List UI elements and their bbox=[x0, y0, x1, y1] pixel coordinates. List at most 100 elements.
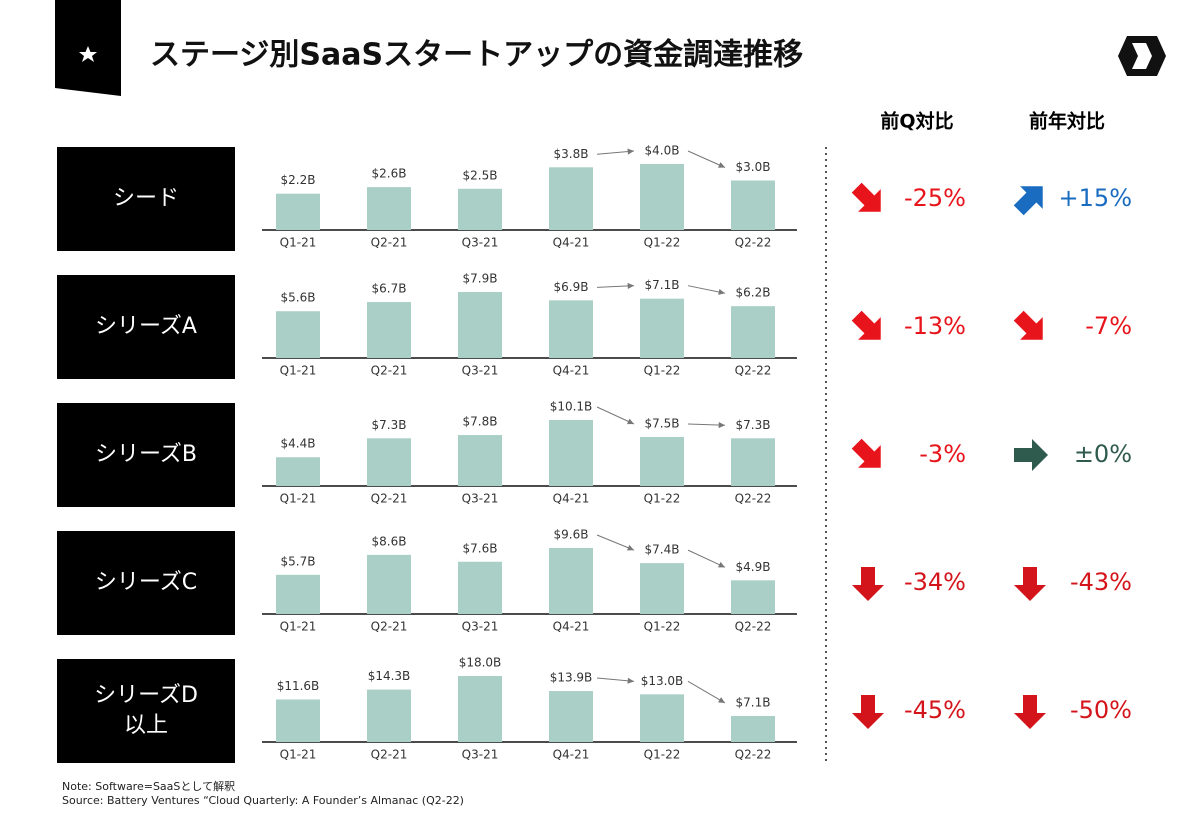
qoq-arrow bbox=[852, 695, 884, 729]
value-label: $7.3B bbox=[372, 418, 407, 432]
value-label: $14.3B bbox=[368, 669, 411, 683]
x-tick-label: Q1-22 bbox=[644, 620, 681, 634]
x-tick-label: Q2-21 bbox=[371, 236, 408, 250]
value-label: $13.9B bbox=[550, 671, 593, 685]
value-label: $7.5B bbox=[645, 416, 680, 430]
stage-box bbox=[57, 147, 235, 251]
trend-arrowhead bbox=[718, 162, 725, 168]
trend-arrowhead bbox=[718, 288, 725, 295]
trend-arrowhead bbox=[627, 677, 634, 684]
value-label: $7.1B bbox=[736, 695, 771, 709]
bar bbox=[367, 302, 411, 358]
stage-label: シリーズB bbox=[95, 442, 197, 467]
x-tick-label: Q2-21 bbox=[371, 620, 408, 634]
x-tick-label: Q4-21 bbox=[553, 748, 590, 762]
value-label: $6.9B bbox=[554, 280, 589, 294]
trend-arrowhead bbox=[627, 282, 634, 290]
value-label: $7.8B bbox=[463, 415, 498, 429]
value-label: $3.8B bbox=[554, 147, 589, 161]
x-tick-label: Q2-21 bbox=[371, 748, 408, 762]
bar bbox=[731, 580, 775, 614]
stage-box bbox=[57, 659, 235, 763]
x-tick-label: Q2-22 bbox=[735, 236, 772, 250]
x-tick-label: Q1-21 bbox=[280, 748, 317, 762]
bar bbox=[640, 436, 684, 486]
value-label: $11.6B bbox=[277, 679, 320, 693]
yoy-arrow bbox=[1013, 310, 1043, 340]
bar bbox=[549, 691, 593, 742]
x-tick-label: Q1-22 bbox=[644, 492, 681, 506]
x-tick-label: Q3-21 bbox=[462, 748, 499, 762]
bar bbox=[276, 193, 320, 230]
trend-arrowhead bbox=[718, 697, 725, 703]
stage-label: シリーズD bbox=[94, 683, 198, 708]
qoq-label: -3% bbox=[919, 440, 966, 468]
x-tick-label: Q2-21 bbox=[371, 492, 408, 506]
qoq-arrow bbox=[852, 567, 884, 601]
stage-label: シリーズC bbox=[95, 570, 197, 595]
value-label: $4.9B bbox=[736, 560, 771, 574]
x-tick-label: Q1-22 bbox=[644, 748, 681, 762]
x-tick-label: Q2-22 bbox=[735, 492, 772, 506]
stage-box bbox=[57, 275, 235, 379]
yoy-label: -43% bbox=[1070, 568, 1132, 596]
bar bbox=[367, 438, 411, 486]
x-tick-label: Q2-22 bbox=[735, 748, 772, 762]
trend-arrowhead bbox=[627, 544, 634, 551]
x-tick-label: Q1-21 bbox=[280, 236, 317, 250]
qoq-header: 前Q対比 bbox=[880, 110, 953, 133]
bar bbox=[458, 435, 502, 486]
source: Source: Battery Ventures “Cloud Quarterl… bbox=[62, 794, 464, 807]
yoy-arrow bbox=[1014, 695, 1046, 729]
qoq-arrow bbox=[851, 438, 881, 468]
value-label: $6.7B bbox=[372, 282, 407, 296]
note: Note: Software=SaaSとして解釈 bbox=[62, 779, 235, 793]
title: ステージ別SaaSスタートアップの資金調達推移 bbox=[150, 38, 803, 73]
bar bbox=[458, 561, 502, 614]
x-tick-label: Q2-21 bbox=[371, 364, 408, 378]
value-label: $7.4B bbox=[645, 543, 680, 557]
star-icon bbox=[79, 46, 97, 62]
x-tick-label: Q2-22 bbox=[735, 364, 772, 378]
trend-arrowhead bbox=[718, 422, 725, 429]
x-tick-label: Q3-21 bbox=[462, 620, 499, 634]
trend-arrow bbox=[687, 150, 726, 168]
value-label: $3.0B bbox=[736, 160, 771, 174]
qoq-label: -25% bbox=[904, 184, 966, 212]
qoq-label: -45% bbox=[904, 696, 966, 724]
value-label: $7.3B bbox=[736, 418, 771, 432]
x-tick-label: Q3-21 bbox=[462, 236, 499, 250]
yoy-header: 前年対比 bbox=[1029, 110, 1105, 133]
bar bbox=[276, 311, 320, 358]
value-label: $8.6B bbox=[372, 534, 407, 548]
yoy-label: -50% bbox=[1070, 696, 1132, 724]
trend-arrowhead bbox=[718, 561, 725, 568]
logo bbox=[1118, 36, 1166, 76]
value-label: $2.5B bbox=[463, 168, 498, 182]
bar bbox=[731, 438, 775, 486]
bar bbox=[458, 676, 502, 742]
qoq-arrow bbox=[851, 182, 881, 212]
value-label: $18.0B bbox=[459, 656, 502, 670]
bar bbox=[640, 563, 684, 614]
stage-label: シード bbox=[113, 186, 179, 211]
x-tick-label: Q4-21 bbox=[553, 364, 590, 378]
trend-arrowhead bbox=[627, 418, 634, 425]
bar bbox=[367, 689, 411, 742]
qoq-label: -13% bbox=[904, 312, 966, 340]
bar bbox=[640, 694, 684, 742]
bar bbox=[367, 554, 411, 614]
bar bbox=[731, 306, 775, 358]
yoy-arrow bbox=[1014, 439, 1048, 471]
bar bbox=[276, 574, 320, 614]
yoy-label: -7% bbox=[1085, 312, 1132, 340]
bar bbox=[640, 298, 684, 358]
trend-arrow bbox=[596, 406, 635, 425]
value-label: $6.2B bbox=[736, 286, 771, 300]
trend-arrow bbox=[687, 549, 726, 568]
yoy-label: ±0% bbox=[1074, 440, 1132, 468]
bar bbox=[731, 715, 775, 742]
value-label: $7.1B bbox=[645, 278, 680, 292]
stage-label: 以上 bbox=[124, 713, 168, 738]
